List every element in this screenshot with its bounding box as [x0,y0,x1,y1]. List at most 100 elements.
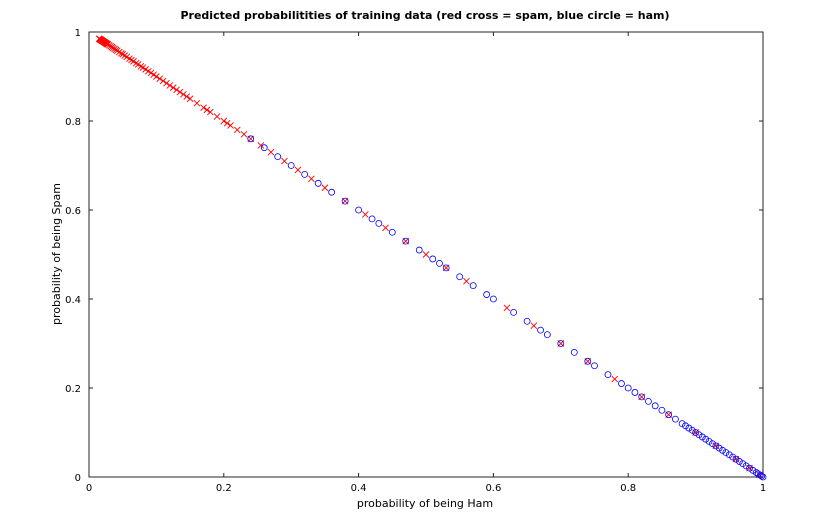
ham-point [584,357,592,365]
ham-point [247,135,255,143]
ham-point [638,393,646,401]
spam-point [233,126,241,134]
ham-point [328,188,336,196]
spam-point [153,73,160,80]
ham-point [715,444,723,452]
spam-point [382,224,389,232]
ham-series [247,135,767,481]
y-tick-label: 0.4 [65,295,81,306]
y-tick-label: 0 [75,473,81,484]
spam-point [530,322,538,330]
x-tick-label: 0.2 [216,483,232,494]
ham-point [722,449,730,456]
ham-point [557,340,565,347]
spam-point [169,84,177,91]
ham-point [719,446,726,454]
spam-point [173,86,180,94]
spam-point [137,62,145,70]
spam-point [227,122,234,129]
spam-point [176,88,184,96]
spam-point [294,166,302,174]
ham-point [442,264,450,272]
spam-point [128,56,135,64]
ham-point [523,317,531,325]
ham-point [604,371,612,379]
spam-point [166,82,174,89]
spam-point [223,119,231,127]
spam-point [321,184,329,192]
ham-point [682,422,689,430]
ham-point [645,397,652,405]
spam-point [240,131,248,138]
spam-point [362,211,369,218]
series-layer [95,35,767,481]
y-tick-label: 0.2 [65,384,81,395]
chart-title: Predicted probabilitities of training da… [180,9,669,22]
ham-point [274,153,282,161]
axis-tick-labels: 0 0.2 0.4 0.6 0.8 1 0 0.2 0.4 0.6 0.8 1 [65,28,766,494]
spam-point [200,104,207,111]
spam-point [163,79,170,87]
spam-point [207,108,214,116]
y-tick-label: 0.6 [65,206,81,217]
ham-point [754,470,762,478]
ham-point [671,415,679,423]
spam-point [281,157,288,165]
ham-point [415,246,423,254]
ham-point [631,389,639,396]
ham-point [658,406,666,414]
ham-point [742,462,750,470]
spam-point [203,106,211,114]
ham-point [287,162,295,169]
ham-point [456,273,464,281]
spam-point [463,277,470,285]
x-axis-label: probability of being Ham [357,497,493,510]
spam-point [156,75,164,83]
ham-point [543,331,551,339]
spam-point [267,148,275,156]
ham-point [483,291,491,298]
x-tick-label: 1 [760,483,766,494]
ham-point [678,420,686,428]
ham-point [736,458,743,465]
ham-point [510,308,518,316]
ham-point [375,219,383,227]
spam-point [119,50,127,58]
spam-point [422,251,430,258]
spam-point [126,55,133,63]
spam-point [121,52,129,59]
ham-point [692,429,699,436]
y-tick-label: 1 [75,28,81,39]
y-axis-label: probability of being Spam [50,183,63,325]
ham-point [685,424,693,432]
ham-point [429,255,437,263]
ham-point [618,380,625,387]
x-tick-label: 0.8 [620,483,636,494]
ham-point [355,206,363,214]
ham-point [732,455,740,463]
ham-point [301,170,309,178]
ham-point [712,442,720,450]
ham-point [698,433,706,441]
ham-point [591,362,598,370]
spam-point [132,59,140,67]
spam-point [186,95,194,103]
ham-point [695,431,703,439]
spam-point [257,142,265,149]
ham-point [759,473,767,481]
y-tick-label: 0.8 [65,117,81,128]
spam-point [503,304,511,312]
ham-point [705,437,713,445]
ham-point [725,451,733,459]
ham-point [624,384,632,392]
ham-point [489,295,497,303]
ham-point [260,144,268,152]
ham-point [702,435,710,443]
ham-point [388,228,396,236]
ham-point [729,453,737,461]
ham-point [570,348,578,356]
ham-point [651,402,659,410]
ham-point [746,464,753,472]
ham-point [688,426,696,434]
